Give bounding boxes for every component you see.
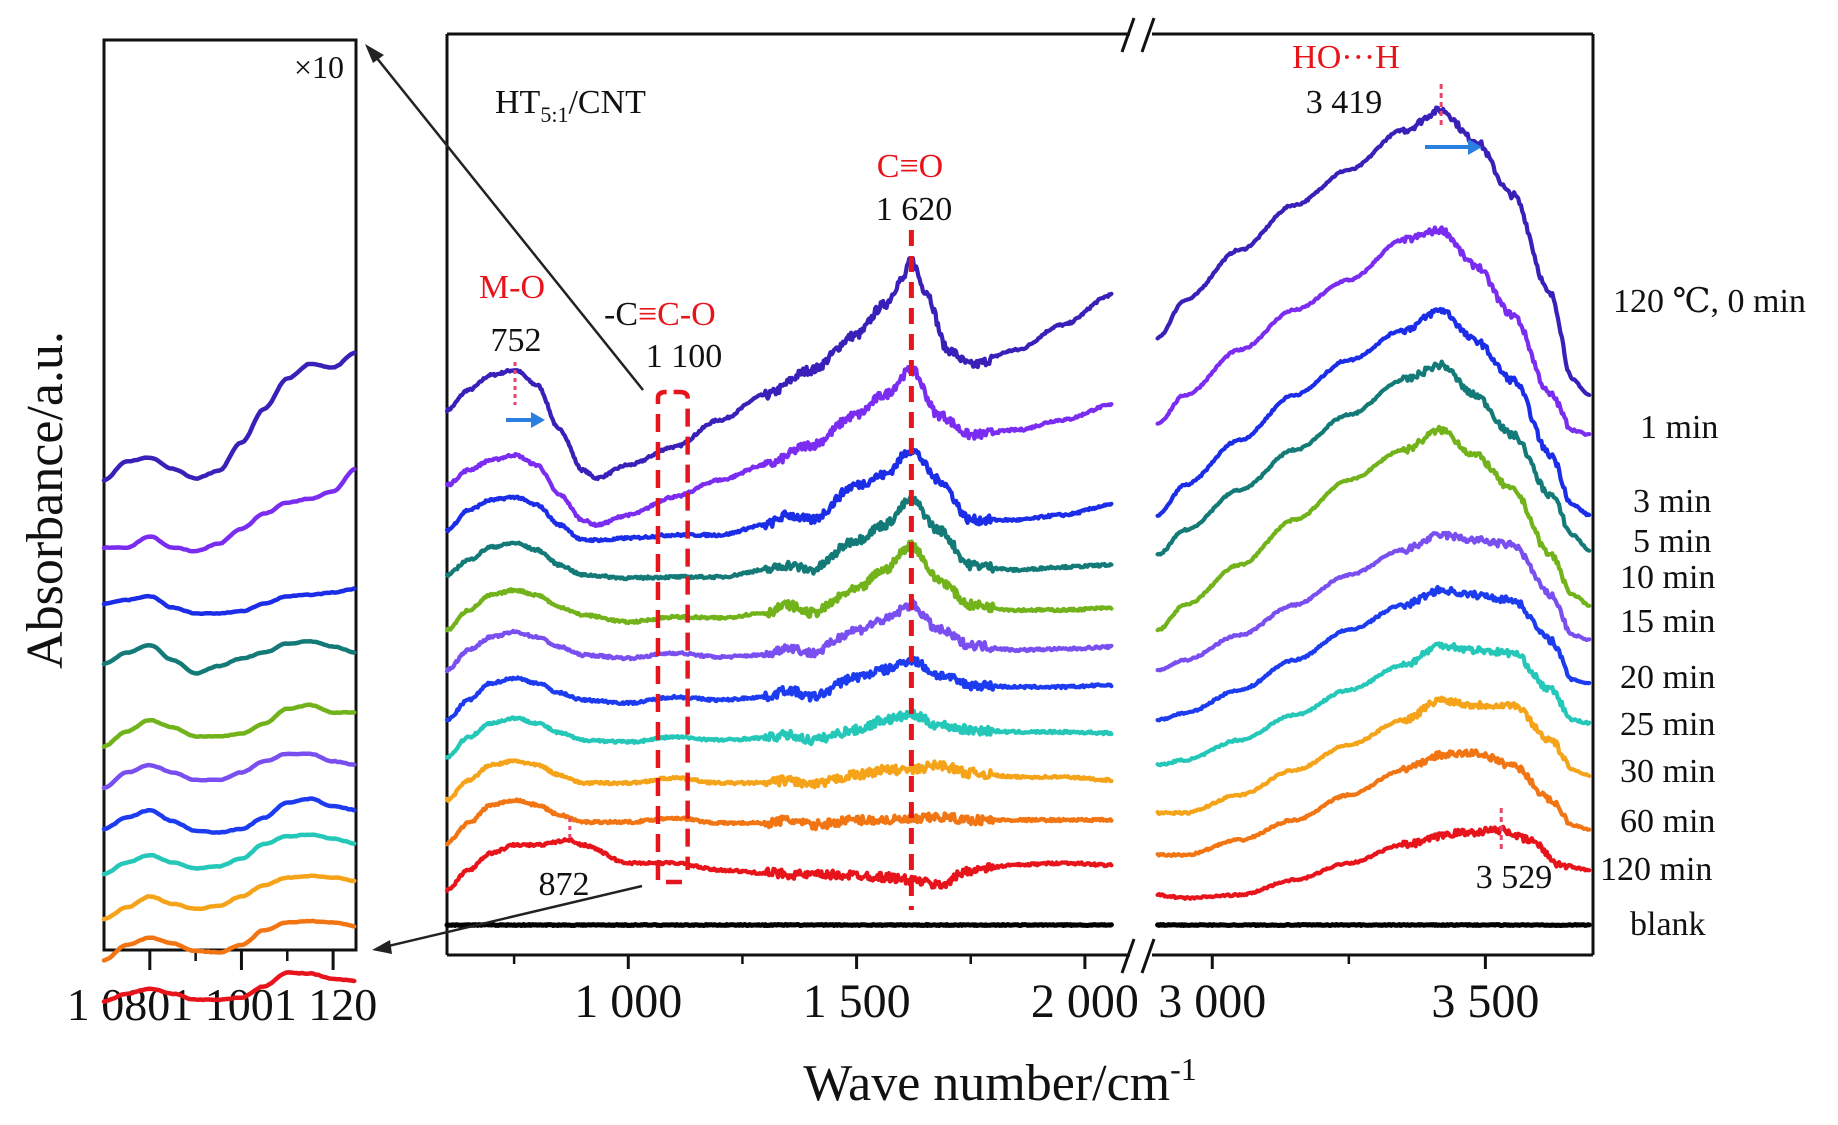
series-label: 20 min xyxy=(1620,659,1715,696)
sample-label: HT5:1/CNT xyxy=(495,84,646,127)
annotation-co-label: C≡O xyxy=(877,148,943,185)
x-tick-label: 3 500 xyxy=(1431,975,1539,1028)
series-line-right-2 xyxy=(1155,306,1592,518)
series-line-right-8 xyxy=(1155,695,1592,817)
annotation-mo-value: 752 xyxy=(491,322,542,359)
series-line-right-6 xyxy=(1155,584,1592,723)
series-label: 30 min xyxy=(1620,753,1715,790)
series-line-left-11 xyxy=(444,922,1114,928)
x-tick-label: 2 000 xyxy=(1031,975,1139,1028)
mo-shift-arrow-head xyxy=(531,412,545,428)
inset-series-line-6 xyxy=(101,796,357,835)
series-label: 5 min xyxy=(1633,523,1711,560)
inset-series-line-9 xyxy=(101,918,357,963)
annotation-mo-label: M-O xyxy=(479,269,545,306)
annotation-cco-red: ≡C-O xyxy=(638,296,716,333)
series-label: 1 min xyxy=(1640,409,1718,446)
series-line-left-3 xyxy=(444,494,1114,582)
annotation-hoh-label: HO···H xyxy=(1292,39,1400,76)
annotation-cco-label: -C≡C-O xyxy=(604,296,716,333)
annotation-oh-shift-value: 3 529 xyxy=(1476,859,1553,896)
inset-series-line-5 xyxy=(101,751,357,791)
series-label: 120 ℃, 0 min xyxy=(1613,283,1806,320)
series-line-left-5 xyxy=(444,598,1114,674)
series-label: 3 min xyxy=(1633,483,1711,520)
series-line-left-8 xyxy=(444,758,1114,803)
x-tick-label: 1 000 xyxy=(574,975,682,1028)
annotation-hoh-value: 3 419 xyxy=(1306,84,1383,121)
inset-series-line-3 xyxy=(101,638,357,676)
series-line-left-1 xyxy=(444,365,1114,528)
series-line-right-1 xyxy=(1155,225,1592,437)
series-line-left-10 xyxy=(444,836,1114,893)
annotation-mo-shift-value: 872 xyxy=(539,866,590,903)
series-line-right-4 xyxy=(1155,424,1592,633)
sample-label-main: HT xyxy=(495,84,541,121)
x-tick-label: 3 000 xyxy=(1158,975,1266,1028)
series-label: 120 min xyxy=(1600,851,1712,888)
series-line-left-6 xyxy=(444,655,1114,723)
sample-label-suffix: /CNT xyxy=(568,84,646,121)
series-line-left-9 xyxy=(444,797,1114,847)
x-axis-label-text: Wave number/cm xyxy=(803,1055,1170,1112)
oh-shift-arrow-head xyxy=(1468,139,1482,155)
series-label: 10 min xyxy=(1620,559,1715,596)
annotation-cco-black: -C xyxy=(604,296,638,333)
series-line-left-0 xyxy=(444,256,1114,482)
sample-label-subscript: 5:1 xyxy=(540,102,568,127)
series-line-right-3 xyxy=(1155,359,1592,557)
text-layer: Absorbance/a.u. Wave number/cm-1 HT5:1/C… xyxy=(17,39,1552,1112)
x-tick-label: 1 500 xyxy=(803,975,911,1028)
inset-series-line-10 xyxy=(101,970,357,1004)
inset-panel: 1 0801 1001 120 xyxy=(67,38,378,1030)
zoom-guide-line-top xyxy=(371,51,644,391)
series-line-right-9 xyxy=(1155,748,1592,858)
axis-break-mark xyxy=(1120,938,1136,974)
inset-series-line-1 xyxy=(101,466,357,554)
inset-series-line-2 xyxy=(101,586,357,616)
inset-x-tick-labels: 1 0801 1001 120 xyxy=(67,979,378,1030)
annotation-co-value: 1 620 xyxy=(876,191,953,228)
zoom-guide-arrowhead-top xyxy=(365,44,384,63)
series-label: blank xyxy=(1630,906,1706,943)
series-line-left-4 xyxy=(444,539,1114,633)
cco-dashed-box xyxy=(655,389,690,885)
series-label: 25 min xyxy=(1620,706,1715,743)
series-label: 60 min xyxy=(1620,803,1715,840)
zoom-guide-arrowhead-bottom xyxy=(372,940,392,954)
axis-break-mark xyxy=(1140,17,1156,53)
inset-series-line-7 xyxy=(101,832,357,877)
inset-series-line-8 xyxy=(101,873,357,922)
axis-break-mark xyxy=(1120,17,1136,53)
y-axis-label: Absorbance/a.u. xyxy=(17,331,74,669)
annotation-cco-value: 1 100 xyxy=(646,338,723,375)
inset-magnification-label: ×10 xyxy=(294,49,344,85)
series-label: 15 min xyxy=(1620,603,1715,640)
series-line-right-10 xyxy=(1155,824,1592,901)
main-panel: 1 000 1 500 2 000 3 000 3 500 120 ℃, 0 min 1 m… xyxy=(365,17,1806,1028)
axis-break-mark xyxy=(1140,938,1156,974)
series-line-right-0 xyxy=(1155,105,1592,398)
series-line-left-2 xyxy=(444,447,1114,544)
x-axis-label: Wave number/cm-1 xyxy=(803,1051,1197,1112)
inset-series-line-0 xyxy=(101,350,357,483)
x-axis-label-superscript: -1 xyxy=(1170,1051,1197,1087)
zoom-guide-line-bottom xyxy=(379,884,643,950)
series-line-left-7 xyxy=(444,708,1114,760)
inset-series-line-4 xyxy=(101,702,357,749)
series-line-right-5 xyxy=(1155,530,1592,673)
series-line-right-11 xyxy=(1155,922,1592,928)
series-line-right-7 xyxy=(1155,641,1592,768)
